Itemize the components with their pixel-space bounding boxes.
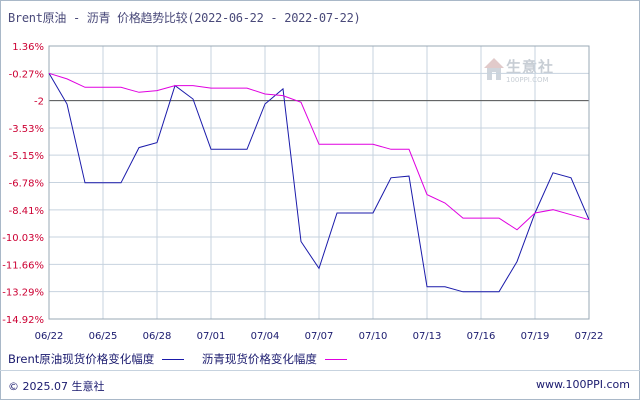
- x-tick-label: 07/04: [251, 331, 280, 342]
- x-tick-label: 06/28: [143, 331, 172, 342]
- watermark-url: 100PPI.COM: [506, 76, 549, 84]
- chart-title: Brent原油 - 沥青 价格趋势比较(2022-06-22 - 2022-07…: [8, 11, 361, 25]
- footer-copyright: © 2025.07 生意社: [8, 380, 105, 393]
- y-tick-label: -2: [34, 97, 44, 108]
- axes: [48, 45, 590, 320]
- series-line-brent: [48, 73, 590, 293]
- x-tick-label: 07/19: [521, 331, 550, 342]
- y-tick-label: -3.53%: [9, 124, 44, 135]
- watermark-brand: 生意社: [506, 58, 555, 76]
- watermark-logo: 生意社 100PPI.COM: [482, 54, 553, 88]
- y-tick-label: -8.41%: [9, 206, 44, 217]
- y-tick-label: -0.27%: [9, 69, 44, 80]
- legend-swatch-brent: [162, 358, 185, 360]
- series-lines: [48, 72, 590, 293]
- y-axis-ticks: 1.36% -0.27% -2 -3.53% -5.15% -6.78% -8.41% -10…: [2, 42, 44, 326]
- footer-divider: [0, 370, 640, 371]
- y-tick-label: -11.66%: [2, 260, 44, 271]
- x-axis-ticks: 06/22 06/25 06/28 07/01 07/04 07/07 07/10 07/13…: [35, 331, 604, 342]
- x-tick-label: 06/25: [89, 331, 118, 342]
- legend-item-brent: Brent原油现货价格变化幅度: [8, 351, 185, 367]
- x-tick-label: 07/16: [467, 331, 496, 342]
- y-tick-label: 1.36%: [12, 42, 44, 53]
- grid: [48, 45, 590, 320]
- y-tick-label: -5.15%: [9, 151, 44, 162]
- y-tick-label: -10.03%: [2, 233, 44, 244]
- legend-swatch-asphalt: [324, 358, 347, 360]
- legend-label-asphalt: 沥青现货价格变化幅度: [201, 352, 317, 366]
- plot-area-border: [48, 45, 590, 320]
- x-tick-label: 06/22: [35, 331, 64, 342]
- x-tick-label: 07/07: [305, 331, 334, 342]
- x-tick-label: 07/13: [413, 331, 442, 342]
- legend: Brent原油现货价格变化幅度 沥青现货价格变化幅度: [8, 351, 361, 367]
- legend-item-asphalt: 沥青现货价格变化幅度: [202, 351, 347, 367]
- series-line-asphalt: [48, 72, 590, 231]
- line-chart: 1.36% -0.27% -2 -3.53% -5.15% -6.78% -8.41% -10…: [2, 42, 604, 342]
- x-tick-label: 07/10: [359, 331, 388, 342]
- footer-site-link[interactable]: www.100PPI.com: [536, 378, 630, 391]
- x-tick-label: 07/01: [197, 331, 226, 342]
- y-tick-label: -13.29%: [2, 288, 44, 299]
- x-tick-label: 07/22: [575, 331, 604, 342]
- y-tick-label: -6.78%: [9, 179, 44, 190]
- legend-label-brent: Brent原油现货价格变化幅度: [8, 352, 155, 366]
- y-tick-label: -14.92%: [2, 315, 44, 326]
- house-icon: [484, 58, 504, 80]
